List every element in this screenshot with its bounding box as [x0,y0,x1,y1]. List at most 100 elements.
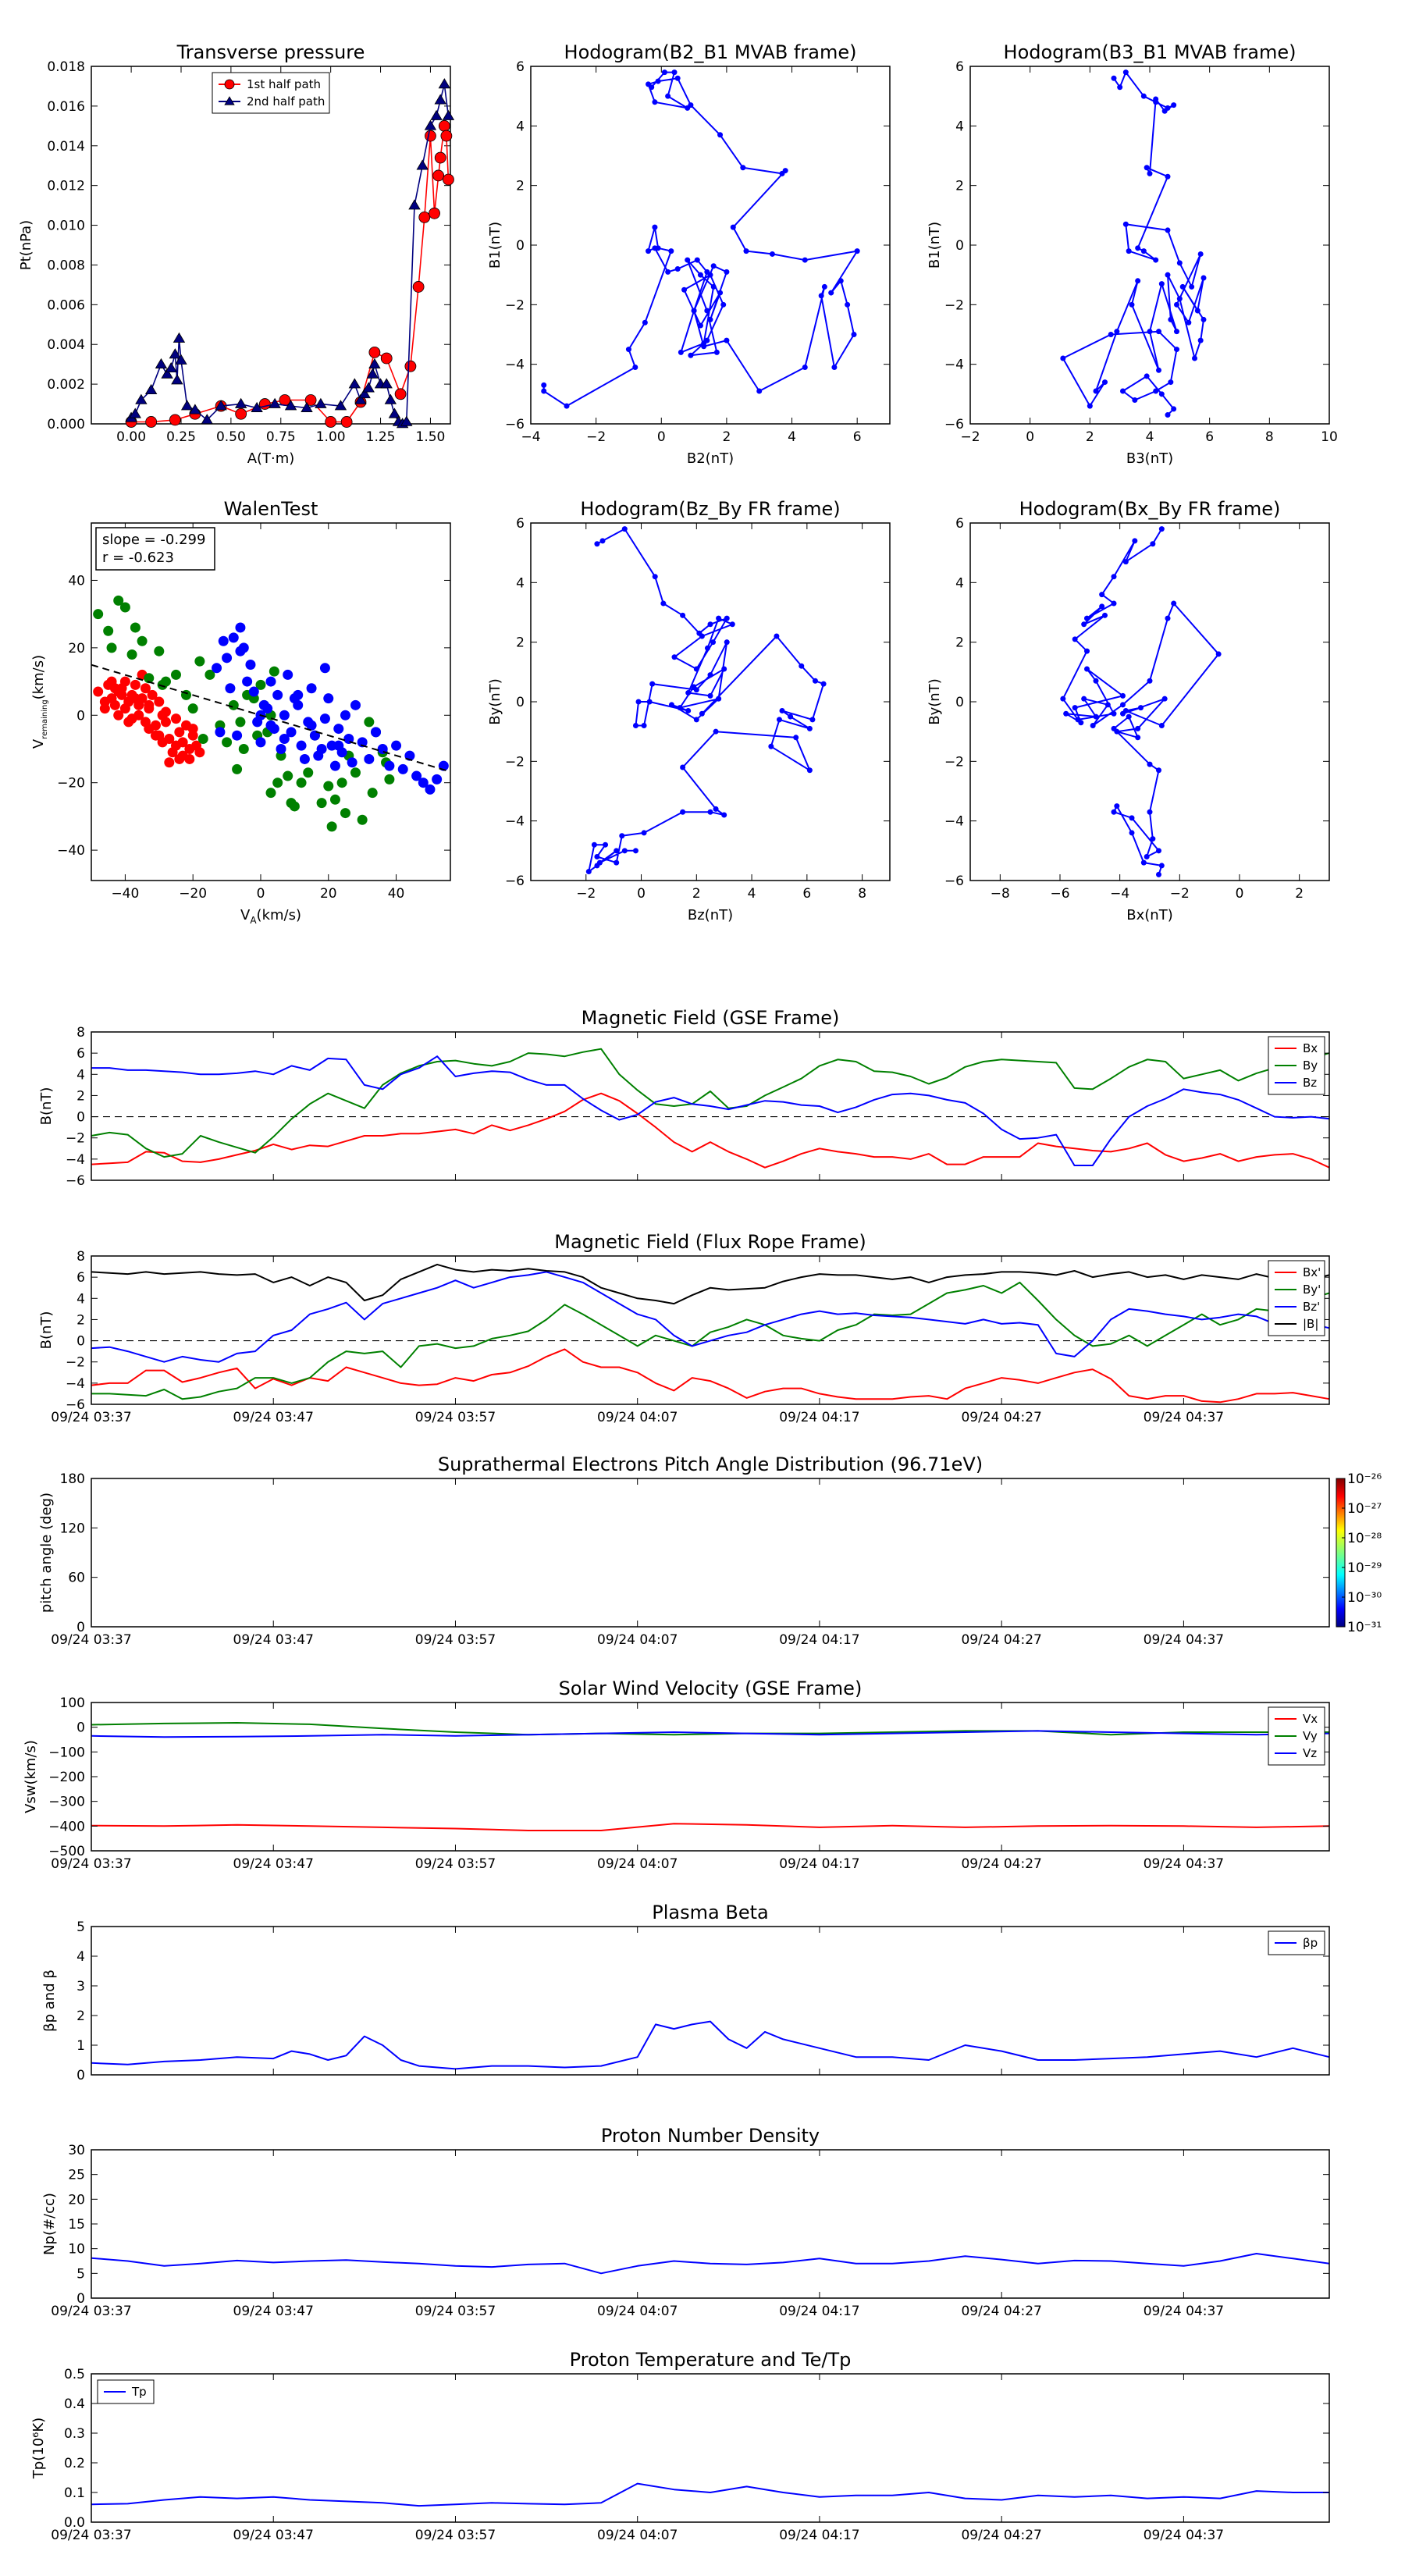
y-tick-label: 2 [76,2008,85,2024]
data-point [652,224,658,230]
circle-marker [438,119,450,132]
scatter-point [384,774,395,785]
y-axis-label: B(nT) [38,1087,55,1126]
data-point [1168,379,1174,386]
scatter-point [235,622,246,633]
scatter-point [432,774,443,785]
series-Bz-line [91,1055,1330,1166]
colorbar-label: 10⁻³¹ [1347,1620,1382,1635]
data-point [660,600,667,607]
data-point [1144,853,1150,859]
y-tick-label: 1 [76,2038,85,2054]
x-tick-label: 1.00 [316,429,346,445]
scatter-point [293,699,304,710]
x-tick-label: 09/24 03:57 [415,2528,496,2543]
data-point [779,707,785,713]
plot-frame [91,1702,1330,1852]
data-point [1189,283,1195,290]
data-point [603,841,609,848]
chart-title: WalenTest [224,498,318,520]
x-tick-label: 09/24 03:37 [51,2528,131,2543]
y-tick-label: 120 [60,1521,85,1536]
y-tick-label: 0.008 [47,258,85,273]
data-point [707,692,713,699]
scatter-point [119,676,130,687]
data-point [1153,257,1159,263]
circle-marker [304,394,317,406]
chart-title: Proton Temperature and Te/Tp [570,2349,852,2371]
x-tick-label: 2 [722,429,731,445]
legend-marker [224,79,235,90]
data-point [1084,615,1090,621]
triangle-marker [284,400,297,411]
y-tick-label: −2 [944,297,964,313]
data-point [1132,538,1138,544]
hodogram-path [1062,71,1204,416]
data-point [1197,251,1204,257]
y-axis-label: B1(nT) [487,222,503,269]
data-point [652,574,658,580]
legend-label: Bx [1303,1041,1318,1055]
data-point [1120,692,1126,699]
scatter-point [364,753,375,764]
data-point [665,93,671,99]
y-tick-label: −400 [48,1819,85,1834]
x-tick-label: −40 [111,886,139,902]
data-point [685,707,692,713]
y-tick-label: 0.012 [47,179,85,194]
y-tick-label: −4 [505,358,525,373]
x-tick-label: 09/24 04:37 [1144,1856,1224,1872]
data-point [806,767,813,774]
data-point [704,269,710,275]
y-tick-label: −100 [48,1745,85,1760]
x-tick-label: 6 [853,429,862,445]
scatter-point [299,753,310,764]
data-point [1158,281,1165,287]
data-point [1165,272,1171,278]
legend-label: By [1303,1059,1318,1073]
y-tick-label: −300 [48,1795,85,1810]
data-point [1114,329,1120,335]
data-point [704,308,710,314]
data-point [625,347,631,353]
triangle-marker [161,368,173,379]
x-tick-label: 09/24 04:17 [779,1856,859,1872]
triangle-marker [388,407,401,418]
y-tick-label: 0 [76,2291,85,2307]
circle-marker [404,360,417,372]
y-axis-label: pitch angle (deg) [38,1493,55,1613]
data-point [707,672,713,678]
data-point [594,541,600,547]
triangle-marker [169,348,182,359]
x-tick-label: −6 [1050,886,1069,902]
data-point [1081,696,1087,702]
x-tick-label: 09/24 04:27 [961,1410,1041,1425]
y-tick-label: −4 [505,814,525,830]
triangle-marker [180,400,194,411]
data-point [681,286,688,293]
scatter-point [255,737,266,748]
x-tick-label: 09/24 04:37 [1144,2528,1224,2543]
plot-frame [91,1926,1330,2076]
series-Bx'-line [91,1348,1330,1404]
data-point [1176,260,1183,266]
y-axis-label: B1(nT) [927,222,943,269]
y-tick-label: 10 [68,2242,85,2258]
hodogram-path [542,71,859,407]
scatter-point [347,757,357,768]
data-point [1147,809,1153,815]
x-tick-label: 09/24 04:07 [597,2304,678,2319]
scatter-point [106,642,117,653]
plot-frame [91,1031,1330,1181]
triangle-marker [173,332,186,343]
data-point [1104,702,1111,708]
data-point [1126,248,1132,254]
scatter-point [109,683,120,694]
scatter-point [238,743,249,754]
data-point [806,725,813,731]
triangle-marker [380,378,393,389]
triangle-marker [334,400,347,411]
data-point [1129,815,1135,821]
scatter-point [286,727,297,738]
circle-marker [235,407,247,420]
